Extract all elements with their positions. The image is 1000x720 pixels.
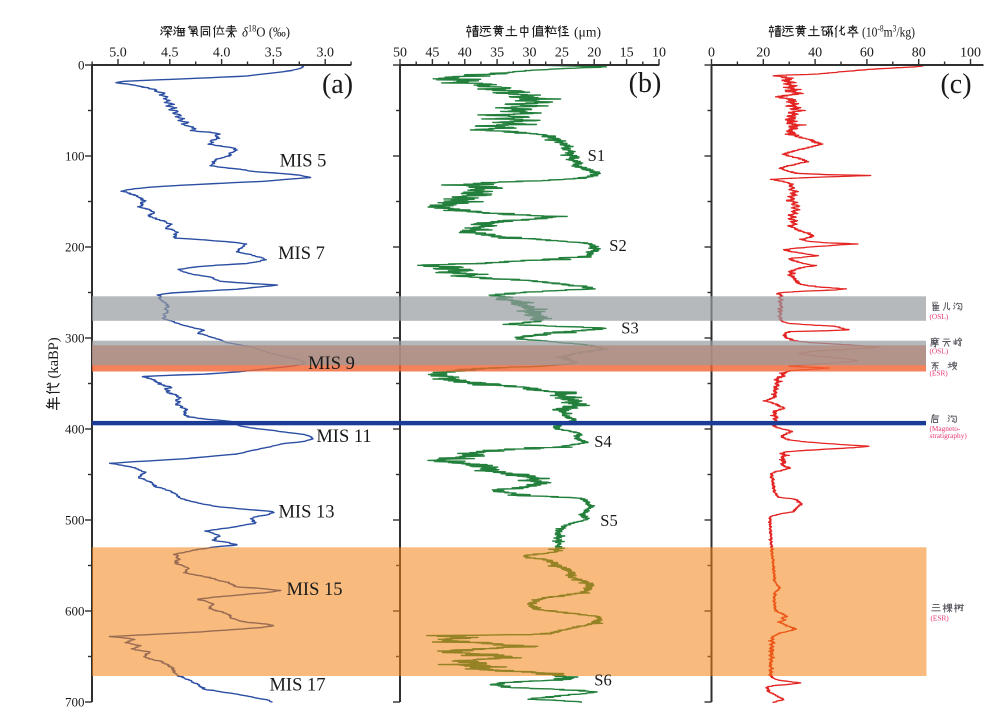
svg-text:200: 200 <box>65 240 85 255</box>
svg-text:MIS 5: MIS 5 <box>280 152 327 172</box>
svg-text:MIS 17: MIS 17 <box>269 676 325 696</box>
svg-text:S4: S4 <box>594 432 611 451</box>
svg-text:600: 600 <box>65 604 85 619</box>
svg-text:4.5: 4.5 <box>161 46 179 61</box>
svg-text:S6: S6 <box>594 671 611 690</box>
svg-text:40: 40 <box>458 46 472 61</box>
svg-text:40: 40 <box>808 46 822 61</box>
svg-text:10: 10 <box>652 46 666 61</box>
svg-text:(μm): (μm) <box>574 25 601 41</box>
svg-text:700: 700 <box>65 695 85 710</box>
svg-text:MIS 7: MIS 7 <box>278 244 325 264</box>
svg-text:5.0: 5.0 <box>109 46 127 61</box>
svg-text:45: 45 <box>425 46 439 61</box>
svg-text:60: 60 <box>860 46 874 61</box>
svg-text:4.0: 4.0 <box>213 46 231 61</box>
svg-text:S3: S3 <box>621 319 638 338</box>
svg-text:stratigraphy): stratigraphy) <box>930 431 968 440</box>
svg-text:MIS 13: MIS 13 <box>278 503 334 523</box>
svg-text:100: 100 <box>960 46 981 61</box>
svg-text:80: 80 <box>912 46 926 61</box>
svg-text:MIS 9: MIS 9 <box>308 354 355 374</box>
svg-text:300: 300 <box>65 331 85 346</box>
svg-text:100: 100 <box>65 149 85 164</box>
svg-text:S5: S5 <box>600 511 617 530</box>
svg-text:S1: S1 <box>588 146 605 165</box>
svg-text:3.0: 3.0 <box>316 46 334 61</box>
svg-text:(OSL): (OSL) <box>930 347 949 356</box>
svg-text:50: 50 <box>393 46 407 61</box>
svg-text:3.5: 3.5 <box>265 46 283 61</box>
svg-text:20: 20 <box>756 46 770 61</box>
svg-text:(b): (b) <box>629 68 662 99</box>
svg-text:0: 0 <box>708 46 715 61</box>
svg-text:(ESR): (ESR) <box>931 614 950 623</box>
svg-text:(c): (c) <box>940 69 971 100</box>
svg-text:400: 400 <box>65 422 85 437</box>
svg-text:(a): (a) <box>322 69 353 100</box>
svg-text:30: 30 <box>523 46 537 61</box>
svg-text:500: 500 <box>65 513 85 528</box>
svg-text:20: 20 <box>587 46 601 61</box>
svg-text:(Magneto-: (Magneto- <box>930 424 961 433</box>
svg-text:(kaBP): (kaBP) <box>46 337 62 378</box>
svg-text:(OSL): (OSL) <box>930 312 949 321</box>
svg-text:0: 0 <box>78 58 85 73</box>
svg-text:(ESR): (ESR) <box>930 369 949 378</box>
svg-text:25: 25 <box>555 46 569 61</box>
svg-text:MIS 15: MIS 15 <box>286 580 342 600</box>
svg-text:35: 35 <box>490 46 504 61</box>
svg-text:δ18O (‰): δ18O (‰) <box>242 24 290 41</box>
svg-text:15: 15 <box>620 46 634 61</box>
svg-text:S2: S2 <box>609 236 626 255</box>
svg-text:MIS 11: MIS 11 <box>316 427 371 447</box>
svg-text:(10-8m3/kg): (10-8m3/kg) <box>862 24 915 41</box>
